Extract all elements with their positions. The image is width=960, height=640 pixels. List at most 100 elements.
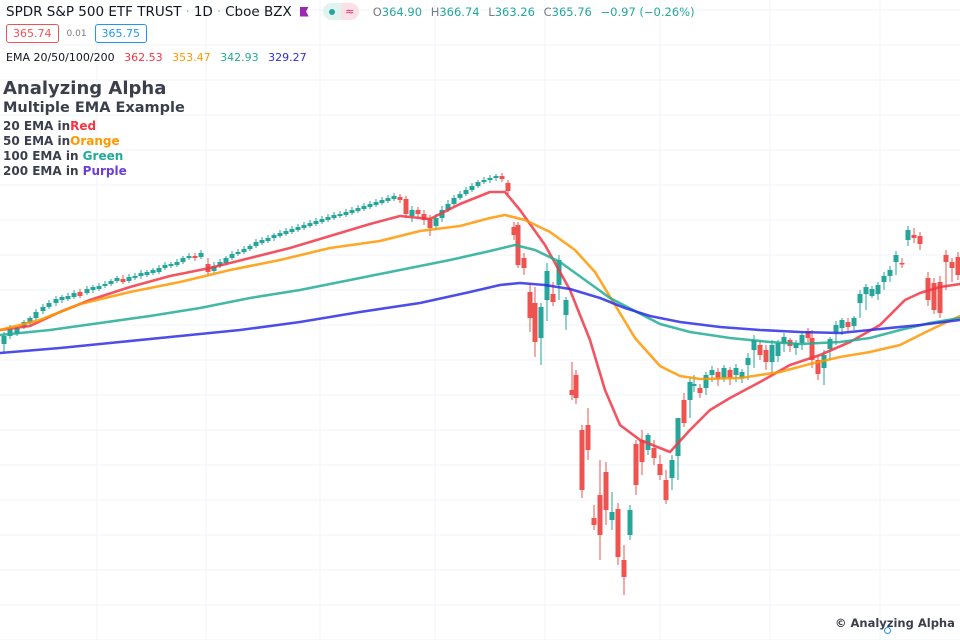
text-annotation[interactable]: Analyzing Alpha Multiple EMA Example 20 … xyxy=(3,80,185,180)
candle xyxy=(639,430,645,475)
candle xyxy=(905,226,911,246)
candle xyxy=(379,197,385,205)
candle xyxy=(192,253,198,261)
candle xyxy=(949,258,955,282)
candle xyxy=(156,265,162,274)
candle xyxy=(715,368,721,386)
candle xyxy=(415,207,421,218)
approx-icon: ≈ xyxy=(340,3,359,20)
candle xyxy=(697,384,703,398)
exchange-label: Cboe BZX xyxy=(225,3,292,20)
ohlc-values: O364.90 H366.74 L363.26 C365.76 −0.97 (−… xyxy=(372,4,695,19)
purple-flag-icon[interactable] xyxy=(299,6,309,17)
candle xyxy=(493,174,499,181)
candle xyxy=(355,205,361,213)
candle xyxy=(59,295,65,303)
candle xyxy=(887,266,893,282)
separator-dot: · xyxy=(216,3,222,20)
close-value: 365.76 xyxy=(551,4,592,19)
candle xyxy=(385,195,391,203)
candle xyxy=(150,268,156,275)
market-status-pill[interactable]: ≈ xyxy=(322,3,359,20)
candle xyxy=(805,328,811,342)
ema20-value: 362.53 xyxy=(124,51,163,64)
candle xyxy=(463,187,469,196)
candle xyxy=(857,290,863,318)
candle xyxy=(563,297,569,330)
interval-label[interactable]: 1D xyxy=(193,3,213,20)
candle xyxy=(162,262,168,270)
candle xyxy=(703,372,709,395)
candle xyxy=(799,332,805,350)
candle xyxy=(391,193,397,201)
ema-label: EMA 20/50/100/200 xyxy=(6,51,115,64)
candle xyxy=(727,367,733,385)
ema-legend[interactable]: EMA 20/50/100/200 362.53 353.47 342.93 3… xyxy=(6,51,313,64)
candle xyxy=(943,250,949,290)
candle xyxy=(591,505,597,530)
candle xyxy=(931,278,937,314)
candle xyxy=(845,318,851,331)
ema-line xyxy=(0,281,960,355)
candle xyxy=(538,303,544,365)
candle xyxy=(409,206,415,222)
candle xyxy=(295,224,301,232)
candle xyxy=(851,316,857,330)
candle xyxy=(96,283,102,291)
candle xyxy=(247,244,253,251)
candle xyxy=(663,470,669,504)
green-dot-icon xyxy=(322,3,341,20)
candle xyxy=(597,460,603,560)
trade-buttons: 365.74 0.01 365.75 xyxy=(6,24,148,43)
candle xyxy=(241,246,247,254)
candle xyxy=(893,251,899,275)
candle xyxy=(349,207,355,215)
crosshair-cursor-icon xyxy=(884,627,891,634)
candle xyxy=(881,272,887,290)
candle xyxy=(132,273,138,280)
candle xyxy=(481,177,487,184)
candle xyxy=(307,220,313,228)
annotation-line-red: 20 EMA inRed xyxy=(3,118,97,133)
candle xyxy=(793,340,799,355)
chart-header: SPDR S&P 500 ETF TRUST · 1D · Cboe BZX ≈… xyxy=(6,3,700,20)
sell-button[interactable]: 365.74 xyxy=(6,24,59,43)
candle xyxy=(627,505,633,540)
candle xyxy=(739,369,745,383)
candle xyxy=(337,211,343,218)
symbol-title[interactable]: SPDR S&P 500 ETF TRUST xyxy=(6,3,182,20)
candle xyxy=(397,194,403,203)
candle xyxy=(609,492,615,530)
candle xyxy=(875,282,881,300)
candle xyxy=(102,281,108,288)
candle xyxy=(827,337,833,360)
buy-button[interactable]: 365.75 xyxy=(94,24,148,43)
candle xyxy=(815,355,821,380)
candle xyxy=(271,233,277,241)
candle xyxy=(235,249,241,256)
candle xyxy=(319,216,325,224)
candle xyxy=(585,408,591,460)
candle xyxy=(277,230,283,238)
annotation-line-purple: 200 EMA in Purple xyxy=(3,163,127,178)
candle xyxy=(505,180,511,195)
candle xyxy=(621,545,627,595)
candle xyxy=(108,279,114,286)
candle xyxy=(869,286,875,298)
candle xyxy=(33,309,39,320)
candle xyxy=(487,175,493,183)
candle xyxy=(757,340,763,360)
candle xyxy=(84,286,90,295)
candles xyxy=(1,173,960,595)
candle xyxy=(911,228,917,243)
candle xyxy=(925,272,931,306)
annotation-line-green: 100 EMA in Green xyxy=(3,148,124,163)
ema-line xyxy=(0,213,960,381)
candle xyxy=(573,370,579,404)
candle xyxy=(569,362,575,400)
candle xyxy=(651,440,657,465)
candle xyxy=(787,338,793,352)
change-value: −0.97 (−0.26%) xyxy=(600,4,695,19)
candle xyxy=(469,183,475,192)
